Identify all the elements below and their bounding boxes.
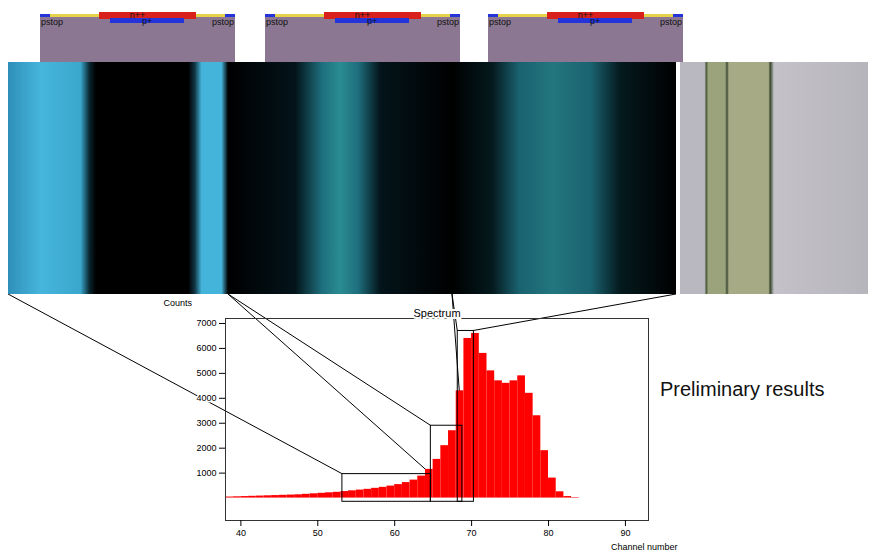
html-text:p+: p+ — [367, 16, 378, 26]
html-text:Preliminary results: Preliminary results — [660, 378, 825, 400]
html-text:pstop: pstop — [266, 17, 288, 27]
html-text:p+: p+ — [590, 16, 601, 26]
svg-text:4000: 4000 — [196, 393, 216, 403]
html-text:p+: p+ — [142, 16, 153, 26]
svg-text:Counts: Counts — [164, 298, 193, 308]
svg-text:50: 50 — [313, 528, 323, 538]
html-text:n++: n++ — [354, 10, 371, 20]
svg-text:90: 90 — [620, 528, 630, 538]
html-text:pstop: pstop — [660, 17, 682, 27]
svg-text:5000: 5000 — [196, 368, 216, 378]
svg-text:7000: 7000 — [196, 318, 216, 328]
html-text:pstop: pstop — [489, 17, 511, 27]
svg-text:Channel number: Channel number — [611, 542, 678, 552]
svg-text:1000: 1000 — [196, 468, 216, 478]
svg-text:Spectrum: Spectrum — [413, 307, 460, 319]
svg-text:40: 40 — [236, 528, 246, 538]
svg-text:80: 80 — [544, 528, 554, 538]
svg-text:2000: 2000 — [196, 443, 216, 453]
html-text:pstop: pstop — [212, 17, 234, 27]
svg-text:60: 60 — [390, 528, 400, 538]
svg-text:70: 70 — [467, 528, 477, 538]
html-text:pstop: pstop — [437, 17, 459, 27]
html-text:n++: n++ — [577, 10, 594, 20]
html-text:n++: n++ — [129, 10, 146, 20]
html-text:pstop: pstop — [41, 17, 63, 27]
svg-text:3000: 3000 — [196, 418, 216, 428]
svg-text:6000: 6000 — [196, 343, 216, 353]
